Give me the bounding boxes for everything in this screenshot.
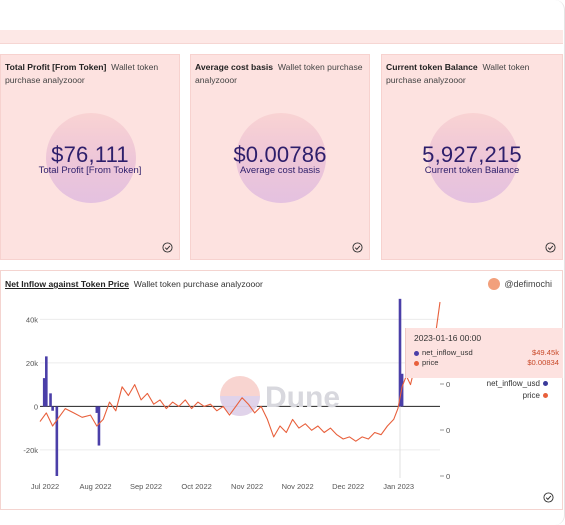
- series-dot: [414, 350, 419, 356]
- card-title: Average cost basis Wallet token purchase…: [195, 61, 363, 87]
- check-circle-icon[interactable]: [543, 492, 554, 503]
- legend-label: price: [522, 391, 540, 400]
- legend-dot: [543, 393, 548, 399]
- check-circle-icon[interactable]: [162, 242, 173, 253]
- legend-label: net_inflow_usd: [486, 379, 540, 388]
- tooltip-row-price: price $0.00834: [414, 358, 559, 367]
- header-strip: [0, 30, 563, 44]
- author-tag[interactable]: @defimochi: [488, 278, 552, 290]
- net-inflow-chart-card[interactable]: Net Inflow against Token Price Wallet to…: [0, 270, 563, 510]
- card-title-main: Average cost basis: [195, 62, 274, 72]
- tooltip-series-name: price: [422, 358, 439, 367]
- check-circle-icon[interactable]: [352, 242, 363, 253]
- card-title: Total Profit [From Token] Wallet token p…: [5, 61, 173, 87]
- counter-label: Total Profit [From Token]: [38, 165, 142, 176]
- card-subtitle: Wallet token purchase analyzooor: [195, 62, 363, 85]
- counter-label: Current token Balance: [424, 165, 520, 176]
- series-dot: [414, 360, 419, 366]
- total-profit-card[interactable]: Total Profit [From Token] Wallet token p…: [0, 54, 180, 260]
- counter-value: $0.00786: [233, 142, 327, 167]
- decorative-blob: [428, 113, 518, 203]
- decorative-blob: [236, 113, 326, 203]
- avatar: [488, 278, 501, 290]
- decorative-blob: [46, 113, 136, 203]
- token-balance-card[interactable]: Current token Balance Wallet token purch…: [381, 54, 563, 260]
- card-title-main: Total Profit [From Token]: [5, 62, 107, 72]
- average-cost-card[interactable]: Average cost basis Wallet token purchase…: [190, 54, 370, 260]
- legend-dot: [543, 381, 548, 387]
- card-subtitle: Wallet token purchase analyzooor: [5, 62, 159, 85]
- author-name: @defimochi: [504, 279, 552, 289]
- counter-value: 5,927,215: [422, 142, 522, 167]
- counter-value: $76,111: [51, 142, 129, 167]
- tooltip-series-value: $0.00834: [527, 358, 559, 367]
- tooltip-date: 2023-01-16 00:00: [414, 333, 482, 343]
- card-title: Current token Balance Wallet token purch…: [386, 61, 556, 87]
- counter-label: Average cost basis: [239, 165, 321, 176]
- legend-item-inflow[interactable]: net_inflow_usd: [487, 379, 548, 388]
- chart-tooltip: 2023-01-16 00:00 net_inflow_usd $49.45k …: [405, 328, 563, 378]
- chart-title: Net Inflow against Token Price Wallet to…: [5, 279, 263, 289]
- card-title-main: Current token Balance: [386, 62, 478, 72]
- chart-title-main[interactable]: Net Inflow against Token Price: [5, 279, 129, 289]
- chart-subtitle: Wallet token purchase analyzooor: [133, 279, 263, 289]
- tooltip-series-name: net_inflow_usd: [422, 348, 473, 357]
- tooltip-row-inflow: net_inflow_usd $49.45k: [414, 348, 559, 357]
- legend-item-price[interactable]: price: [523, 391, 548, 400]
- check-circle-icon[interactable]: [545, 242, 556, 253]
- card-subtitle: Wallet token purchase analyzooor: [386, 62, 530, 85]
- tooltip-series-value: $49.45k: [531, 348, 559, 357]
